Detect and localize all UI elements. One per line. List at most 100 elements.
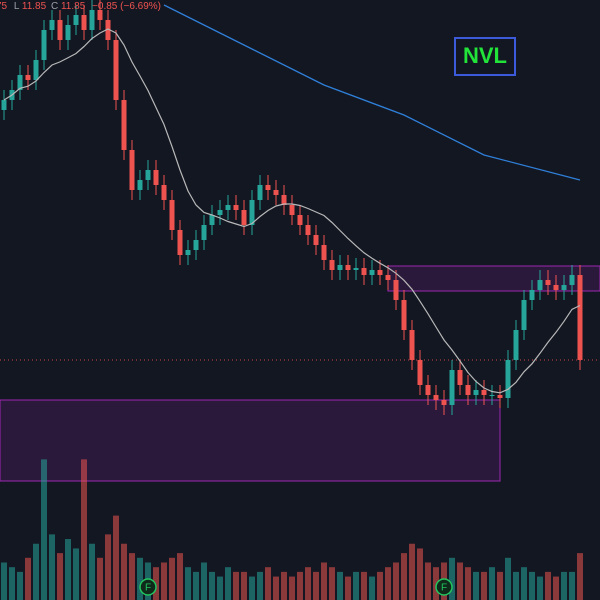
volume-bar: [201, 562, 207, 600]
candle-body: [529, 290, 535, 300]
volume-bar: [345, 576, 351, 600]
candle-body: [513, 330, 519, 360]
volume-bar: [385, 567, 391, 600]
candle-body: [185, 250, 191, 255]
candle-body: [401, 300, 407, 330]
candle-body: [273, 190, 279, 195]
candle-body: [385, 275, 391, 280]
candle-body: [305, 225, 311, 235]
candle-body: [561, 285, 567, 290]
volume-bar: [457, 562, 463, 600]
event-marker: [139, 578, 157, 596]
volume-bar: [329, 567, 335, 600]
ma-long: [163, 4, 581, 181]
candle-body: [577, 275, 583, 360]
candle-body: [473, 390, 479, 395]
candle-body: [361, 268, 367, 275]
volume-bar: [473, 571, 479, 600]
volume-bar: [217, 576, 223, 600]
candle-body: [337, 265, 343, 270]
candle-body: [433, 395, 439, 400]
candle-body: [369, 270, 375, 275]
candle-body: [417, 360, 423, 385]
volume-bar: [465, 567, 471, 600]
candle-body: [49, 20, 55, 30]
candle-body: [553, 285, 559, 290]
volume-bar: [369, 576, 375, 600]
candle-body: [225, 205, 231, 210]
candle-body: [73, 15, 79, 25]
candle-body: [41, 30, 47, 60]
zone: [387, 265, 600, 292]
candle-body: [153, 170, 159, 185]
candle-body: [105, 20, 111, 40]
volume-bar: [1, 562, 7, 600]
candle-body: [409, 330, 415, 360]
candle-body: [481, 390, 487, 395]
candle-body: [25, 75, 31, 80]
volume-bar: [49, 534, 55, 600]
volume-bar: [297, 571, 303, 600]
candle-body: [313, 235, 319, 245]
volume-bar: [177, 553, 183, 600]
candle-body: [393, 280, 399, 300]
volume-bar: [65, 539, 71, 600]
header-value: 11.85: [22, 1, 47, 12]
candle-body: [33, 60, 39, 80]
volume-bar: [337, 571, 343, 600]
candle-body: [161, 185, 167, 200]
volume-bar: [289, 576, 295, 600]
candle-body: [345, 265, 351, 270]
volume-bar: [481, 571, 487, 600]
volume-bar: [561, 571, 567, 600]
volume-bar: [425, 562, 431, 600]
volume-bar: [9, 567, 15, 600]
event-marker: [435, 578, 453, 596]
header-value: 75: [0, 1, 8, 12]
volume-bar: [233, 571, 239, 600]
volume-bar: [129, 553, 135, 600]
volume-bar: [169, 557, 175, 600]
volume-bar: [209, 571, 215, 600]
volume-bar: [489, 567, 495, 600]
candle-body: [441, 400, 447, 405]
volume-bar: [105, 534, 111, 600]
volume-bar: [89, 543, 95, 600]
candle-body: [121, 100, 127, 150]
volume-bar: [409, 543, 415, 600]
candle-body: [265, 185, 271, 190]
candle-body: [257, 185, 263, 200]
candle-body: [489, 395, 495, 396]
candle-body: [281, 195, 287, 205]
volume-bar: [161, 562, 167, 600]
candle-body: [209, 215, 215, 225]
zone: [0, 399, 501, 482]
candle-body: [1, 100, 7, 110]
volume-bar: [545, 571, 551, 600]
volume-bar: [529, 571, 535, 600]
event-label: F: [145, 583, 151, 594]
volume-bar: [241, 571, 247, 600]
header: 75 L 11.85 C 11.85 −0.85 (−6.69%): [0, 1, 161, 12]
candle-body: [329, 260, 335, 270]
candle-body: [233, 205, 239, 210]
candle-body: [289, 205, 295, 215]
volume-bar: [265, 567, 271, 600]
candle-body: [193, 240, 199, 250]
candle-body: [201, 225, 207, 240]
volume-bar: [121, 543, 127, 600]
volume-bar: [273, 576, 279, 600]
volume-bar: [33, 543, 39, 600]
volume-bar: [497, 571, 503, 600]
header-value: −0.85 (−6.69%): [92, 1, 161, 12]
volume-bar: [73, 548, 79, 600]
candle-body: [505, 360, 511, 398]
candle-body: [465, 385, 471, 395]
volume-bar: [137, 557, 143, 600]
candle-body: [97, 10, 103, 20]
candle-body: [321, 245, 327, 260]
chart-title: NVL: [463, 43, 507, 68]
volume-bar: [281, 571, 287, 600]
header-value: 11.85: [61, 1, 86, 12]
